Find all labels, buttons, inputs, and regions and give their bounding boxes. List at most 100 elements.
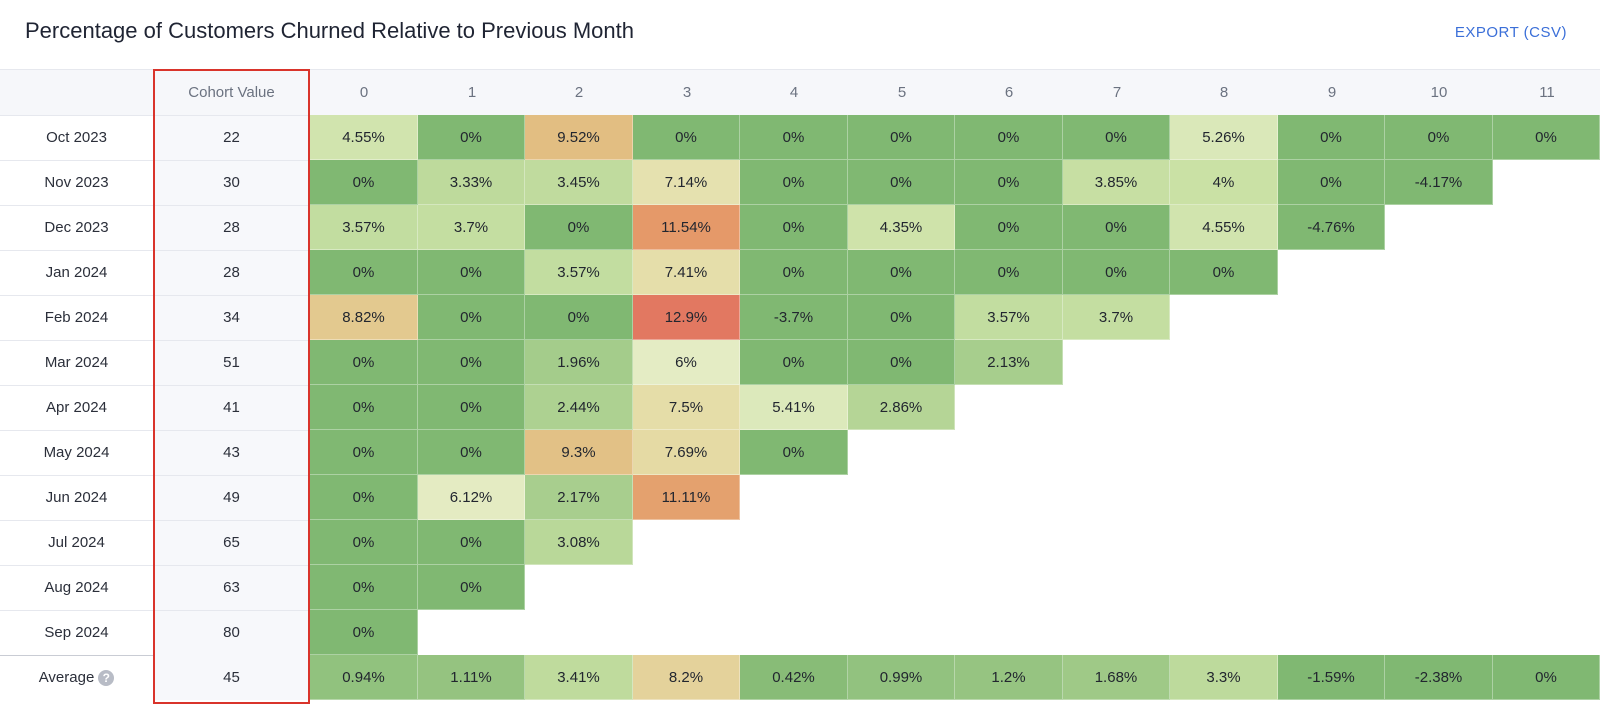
table-row: Sep 2024 80 0% (0, 610, 1600, 655)
average-heatmap-cell: 0% (1493, 655, 1600, 700)
row-label: Mar 2024 (44, 354, 109, 371)
row-label: Jun 2024 (45, 489, 108, 506)
column-header-row: Cohort Value 0 1 2 3 4 5 6 7 8 9 10 11 (0, 70, 1600, 115)
heatmap-cell: 4.55% (310, 115, 418, 160)
heatmap-cell: 0% (310, 610, 418, 655)
page-title: Percentage of Customers Churned Relative… (25, 18, 634, 43)
heatmap-cell: 11.54% (633, 205, 740, 250)
heatmap-cell: 7.41% (633, 250, 740, 295)
header: Percentage of Customers Churned Relative… (0, 0, 1600, 70)
heatmap-cell: 3.7% (418, 205, 525, 250)
heatmap-cell: -4.17% (1385, 160, 1493, 205)
cohort-value-cell: 34 (153, 295, 310, 340)
row-divider (0, 295, 153, 296)
heatmap-cell: 7.14% (633, 160, 740, 205)
heatmap-cell: 3.7% (1063, 295, 1170, 340)
cohort-divider (153, 115, 310, 116)
table-row: May 2024 43 0% 0% 9.3% 7.69% 0% (0, 430, 1600, 475)
average-heatmap-cell: 3.41% (525, 655, 633, 700)
row-label: Jul 2024 (48, 534, 105, 551)
heatmap-cell: 0% (418, 565, 525, 610)
heatmap-cell: 0% (740, 205, 848, 250)
heatmap-cell: 3.57% (525, 250, 633, 295)
average-heatmap-cell: 0.99% (848, 655, 955, 700)
row-label: Sep 2024 (44, 624, 109, 641)
heatmap-cell: 3.08% (525, 520, 633, 565)
heatmap-cell: 0% (418, 250, 525, 295)
cohort-value-cell: 30 (153, 160, 310, 205)
heatmap-cell: 2.86% (848, 385, 955, 430)
cohort-value-cell: 65 (153, 520, 310, 565)
heatmap-cell: 7.5% (633, 385, 740, 430)
heatmap-cell: 0% (1170, 250, 1278, 295)
table-row: Feb 2024 34 8.82% 0% 0% 12.9% -3.7% 0% 3.57% 3.7% (0, 295, 1600, 340)
table-row: Jun 2024 49 0% 6.12% 2.17% 11.11% (0, 475, 1600, 520)
row-divider (0, 565, 153, 566)
heatmap-cell: 5.41% (740, 385, 848, 430)
heatmap-cell: 0% (418, 115, 525, 160)
help-icon[interactable]: ? (98, 670, 115, 687)
heatmap-cell: 6.12% (418, 475, 525, 520)
heatmap-cell: 5.26% (1170, 115, 1278, 160)
table-row: Apr 2024 41 0% 0% 2.44% 7.5% 5.41% 2.86% (0, 385, 1600, 430)
heatmap-cell: 0% (1278, 115, 1385, 160)
table-row: Oct 2023 22 4.55% 0% 9.52% 0% 0% 0% 0% 0% 5.26% 0% 0… (0, 115, 1600, 160)
heatmap-cell: 8.82% (310, 295, 418, 340)
row-label: Feb 2024 (44, 309, 109, 326)
heatmap-cell: 3.85% (1063, 160, 1170, 205)
column-header-8: 8 (1170, 70, 1278, 115)
heatmap-cell: 0% (418, 340, 525, 385)
heatmap-cell: 0% (740, 340, 848, 385)
average-heatmap-cell: 8.2% (633, 655, 740, 700)
cohort-divider (153, 295, 310, 296)
table-row: Jan 2024 28 0% 0% 3.57% 7.41% 0% 0% 0% 0% 0% (0, 250, 1600, 295)
heatmap-cell: 12.9% (633, 295, 740, 340)
cohort-value-cell: 28 (153, 205, 310, 250)
cohort-value-cell: 43 (153, 430, 310, 475)
heatmap-cell: 0% (848, 340, 955, 385)
row-divider (0, 160, 153, 161)
heatmap-cell: -3.7% (740, 295, 848, 340)
average-heatmap-cell: 0.42% (740, 655, 848, 700)
heatmap-cell: 0% (310, 160, 418, 205)
heatmap-cell: 0% (740, 430, 848, 475)
heatmap-cell: 0% (310, 385, 418, 430)
average-label-text: Average (38, 669, 95, 686)
cohort-divider (153, 205, 310, 206)
heatmap-cell: 0% (740, 115, 848, 160)
heatmap-cell: 1.96% (525, 340, 633, 385)
heatmap-cell: 0% (310, 565, 418, 610)
cohort-value-cell: 63 (153, 565, 310, 610)
column-header-0: 0 (310, 70, 418, 115)
row-label: Jan 2024 (45, 264, 108, 281)
column-header-9: 9 (1278, 70, 1386, 115)
average-heatmap-cell: 1.2% (955, 655, 1063, 700)
heatmap-cell: 4% (1170, 160, 1278, 205)
cohort-value-cell: 49 (153, 475, 310, 520)
cohort-divider (153, 520, 310, 521)
cohort-divider (153, 475, 310, 476)
column-header-6: 6 (955, 70, 1063, 115)
heatmap-cell: 0% (955, 250, 1063, 295)
row-divider (0, 385, 153, 386)
heatmap-cell: 0% (418, 520, 525, 565)
row-divider (0, 520, 153, 521)
average-cohort-value: 45 (153, 655, 310, 700)
heatmap-cell: 0% (740, 160, 848, 205)
cohort-divider (153, 610, 310, 611)
row-label: Dec 2023 (44, 219, 109, 236)
cohort-divider (153, 340, 310, 341)
heatmap-cell: 0% (848, 250, 955, 295)
heatmap-cell: 0% (1063, 115, 1170, 160)
average-heatmap-cell: 0.94% (310, 655, 418, 700)
heatmap-cell: 0% (955, 205, 1063, 250)
row-label-header (0, 70, 153, 115)
row-divider (0, 610, 153, 611)
cohort-value-header: Cohort Value (153, 70, 310, 115)
average-row: Average? 45 0.94% 1.11% 3.41% 8.2% 0.42% 0.99% 1… (0, 655, 1600, 700)
row-divider (0, 340, 153, 341)
cohort-divider (153, 385, 310, 386)
heatmap-cell: 0% (310, 475, 418, 520)
export-csv-button[interactable]: EXPORT (CSV) (1454, 24, 1567, 41)
heatmap-cell: 4.35% (848, 205, 955, 250)
